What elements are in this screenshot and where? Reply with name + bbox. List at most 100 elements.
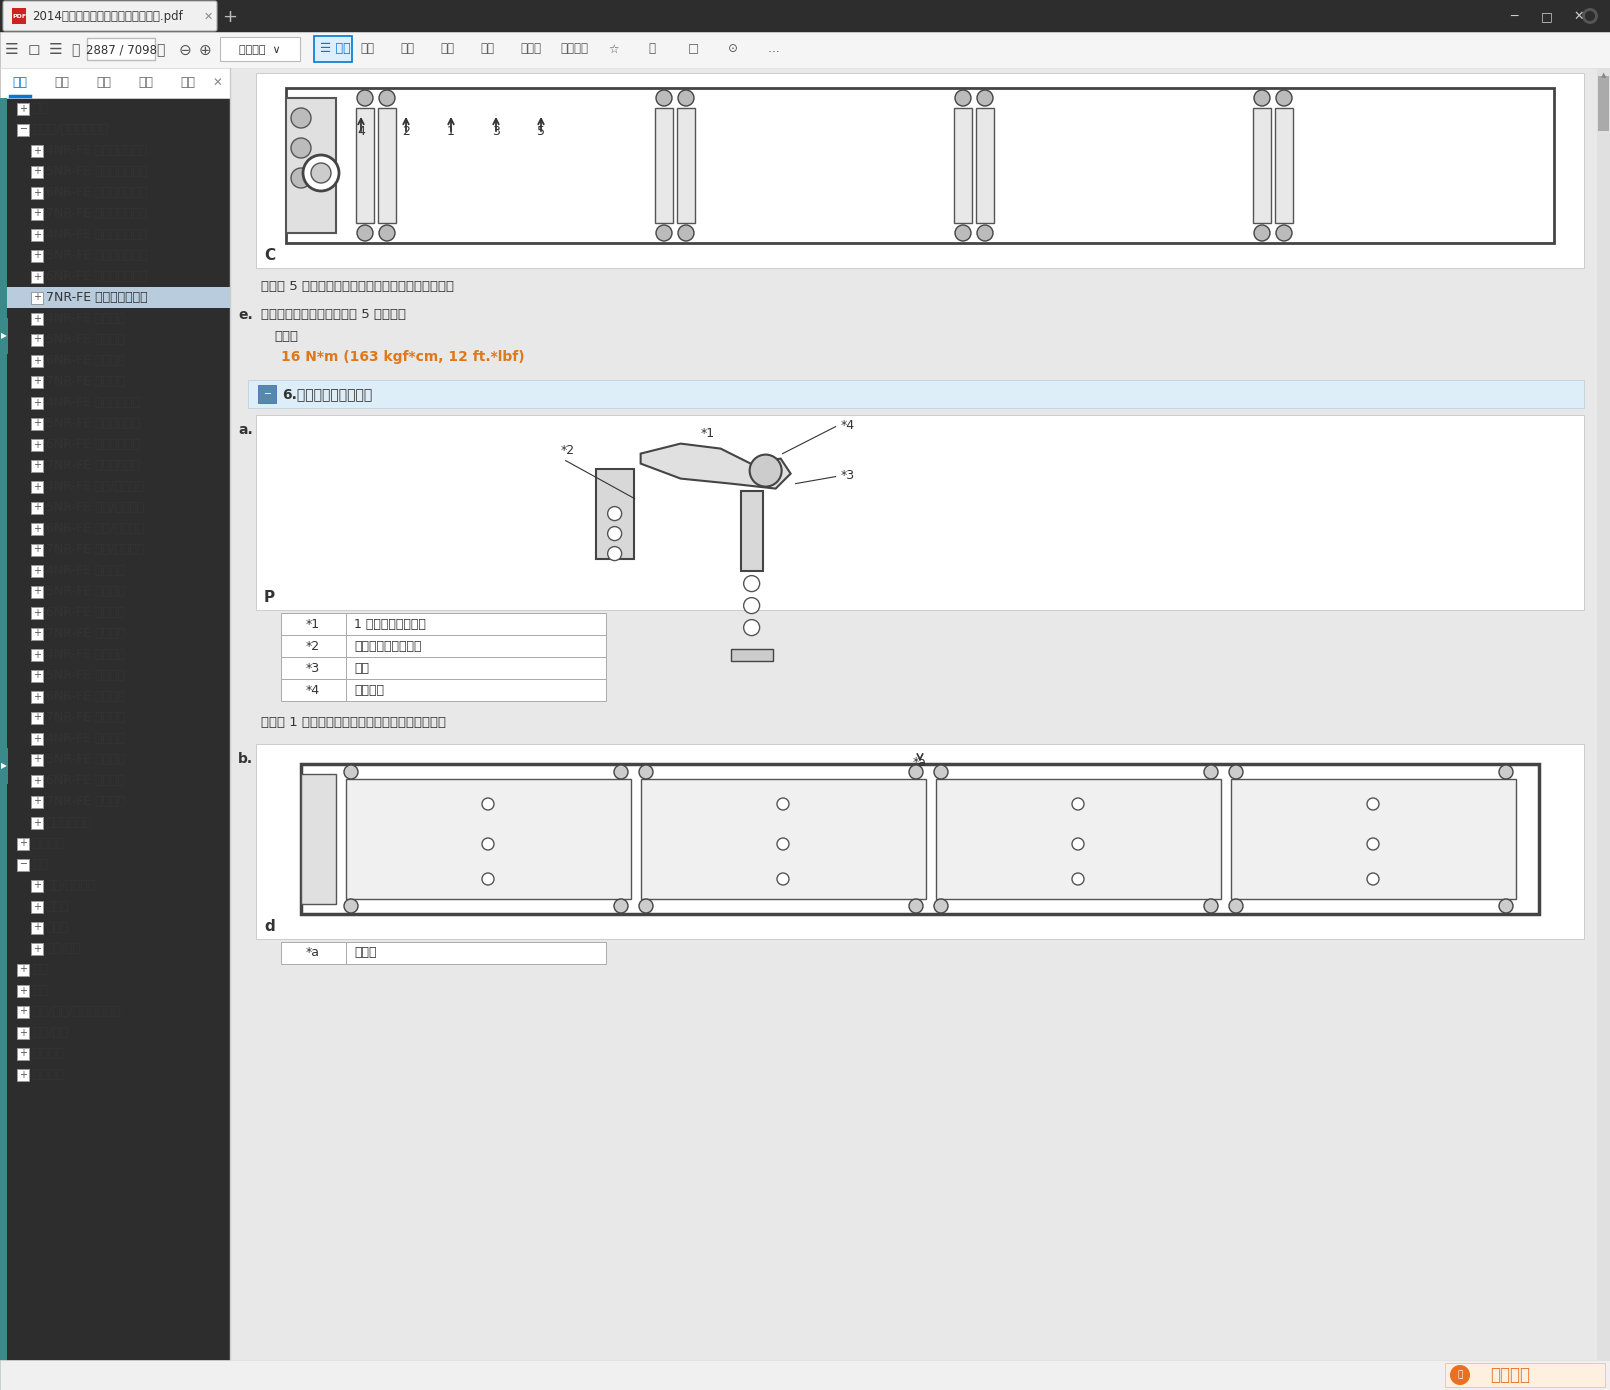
Bar — [256, 744, 1584, 940]
Text: ─: ─ — [1507, 10, 1523, 24]
Bar — [287, 88, 1554, 243]
Bar — [0, 318, 8, 354]
Text: *4: *4 — [840, 418, 855, 432]
Text: 7NR-FE 起动系统: 7NR-FE 起动系统 — [47, 795, 126, 808]
Circle shape — [613, 765, 628, 778]
Bar — [0, 68, 230, 99]
Text: 目录: 目录 — [13, 76, 27, 89]
Bar — [18, 124, 29, 135]
Text: 车辆内饰: 车辆内饰 — [32, 1047, 64, 1061]
Text: +: + — [32, 188, 40, 197]
Text: *a: *a — [306, 947, 320, 959]
Text: 6NR-FE 冷却系统: 6NR-FE 冷却系统 — [47, 606, 126, 619]
Text: +: + — [32, 418, 40, 428]
Bar — [31, 753, 43, 766]
Text: +: + — [19, 103, 27, 114]
Bar — [314, 36, 353, 63]
Circle shape — [357, 225, 374, 240]
Bar — [1599, 76, 1608, 131]
Bar — [18, 1048, 29, 1059]
Text: 书签: 书签 — [399, 43, 414, 56]
Bar — [596, 468, 634, 559]
Bar — [18, 963, 29, 976]
Text: 6NR-FE 燃油系统: 6NR-FE 燃油系统 — [47, 354, 126, 367]
Bar — [31, 165, 43, 178]
Circle shape — [778, 873, 789, 885]
Text: 传动系统: 传动系统 — [32, 837, 64, 851]
Bar — [0, 1359, 1610, 1390]
Bar — [346, 678, 605, 701]
Bar — [31, 816, 43, 828]
Text: +: + — [32, 587, 40, 596]
Text: +: + — [32, 439, 40, 449]
Text: 发动机/混合动力系统: 发动机/混合动力系统 — [32, 122, 108, 136]
Text: 暂时将 5 个凸轮轴轴承盖紧固到凸轮轴壳分总成上。: 暂时将 5 个凸轮轴轴承盖紧固到凸轮轴壳分总成上。 — [261, 279, 454, 293]
Text: 6NR-FE 发动机控制系统: 6NR-FE 发动机控制系统 — [47, 186, 148, 199]
Text: 汽修帮手: 汽修帮手 — [1489, 1366, 1529, 1384]
Text: 4NR-FE 润滑系统: 4NR-FE 润滑系统 — [47, 648, 126, 662]
Circle shape — [1254, 225, 1270, 240]
Circle shape — [481, 838, 494, 851]
Bar — [346, 613, 605, 635]
Text: +: + — [32, 460, 40, 470]
Circle shape — [1072, 798, 1084, 810]
Text: 电源/网络: 电源/网络 — [32, 1026, 69, 1038]
Text: 按图中所示顺序，完全紧固 5 个螺栓。: 按图中所示顺序，完全紧固 5 个螺栓。 — [261, 309, 406, 321]
Text: 16 N*m (163 kgf*cm, 12 ft.*lbf): 16 N*m (163 kgf*cm, 12 ft.*lbf) — [282, 350, 525, 364]
Bar — [31, 670, 43, 681]
Bar — [18, 1026, 29, 1038]
Bar — [0, 99, 6, 1390]
Bar — [356, 108, 374, 222]
Circle shape — [1367, 873, 1380, 885]
Bar — [641, 778, 926, 899]
Bar — [31, 922, 43, 934]
Text: +: + — [32, 713, 40, 723]
Bar — [1597, 68, 1610, 1390]
Text: 音频/视频/车载通信系统: 音频/视频/车载通信系统 — [32, 1005, 121, 1017]
Text: ☰: ☰ — [5, 43, 19, 57]
Bar — [346, 778, 631, 899]
Text: 4NR-FE 冷却系统: 4NR-FE 冷却系统 — [47, 564, 126, 577]
Bar — [31, 649, 43, 660]
Text: +: + — [32, 503, 40, 513]
Text: 6.安装凸轮轴壳分总成: 6.安装凸轮轴壳分总成 — [282, 386, 372, 400]
Text: +: + — [32, 292, 40, 303]
Text: 画笔: 画笔 — [480, 43, 494, 56]
Bar — [282, 635, 346, 657]
Bar — [955, 108, 972, 222]
Text: 5NR-FE 发动机控制系统: 5NR-FE 发动机控制系统 — [47, 165, 148, 178]
Circle shape — [303, 156, 340, 190]
Circle shape — [1072, 873, 1084, 885]
Text: 7NR-FE 发动机控制系统: 7NR-FE 发动机控制系统 — [47, 207, 148, 220]
Text: a.: a. — [238, 423, 253, 436]
Bar — [18, 1005, 29, 1017]
Text: 批注设置: 批注设置 — [560, 43, 588, 56]
Text: 5NR-FE 润滑系统: 5NR-FE 润滑系统 — [47, 669, 126, 682]
Text: 🔍: 🔍 — [647, 43, 655, 56]
Text: +: + — [32, 566, 40, 575]
Bar — [346, 635, 605, 657]
Text: ✕: ✕ — [1570, 10, 1587, 24]
Bar — [731, 649, 773, 660]
Text: +: + — [32, 335, 40, 345]
Text: *4: *4 — [306, 684, 320, 696]
Text: 制动: 制动 — [32, 963, 48, 976]
Text: 定位/操纵诊断: 定位/操纵诊断 — [47, 878, 95, 892]
Circle shape — [1204, 899, 1219, 913]
Circle shape — [750, 455, 781, 486]
Bar — [87, 38, 155, 60]
Bar — [976, 108, 993, 222]
Circle shape — [955, 90, 971, 106]
Bar — [31, 460, 43, 471]
Bar — [31, 438, 43, 450]
Text: …: … — [768, 43, 779, 56]
Text: 4NR-FE 起动系统: 4NR-FE 起动系统 — [47, 733, 126, 745]
Circle shape — [778, 838, 789, 851]
Text: 4NR-FE 排放控制系统: 4NR-FE 排放控制系统 — [47, 396, 140, 409]
Text: +: + — [19, 838, 27, 848]
Text: +: + — [32, 167, 40, 177]
Bar — [282, 657, 346, 678]
Text: C: C — [264, 247, 275, 263]
Circle shape — [934, 765, 948, 778]
Text: 概述: 概述 — [32, 101, 48, 115]
